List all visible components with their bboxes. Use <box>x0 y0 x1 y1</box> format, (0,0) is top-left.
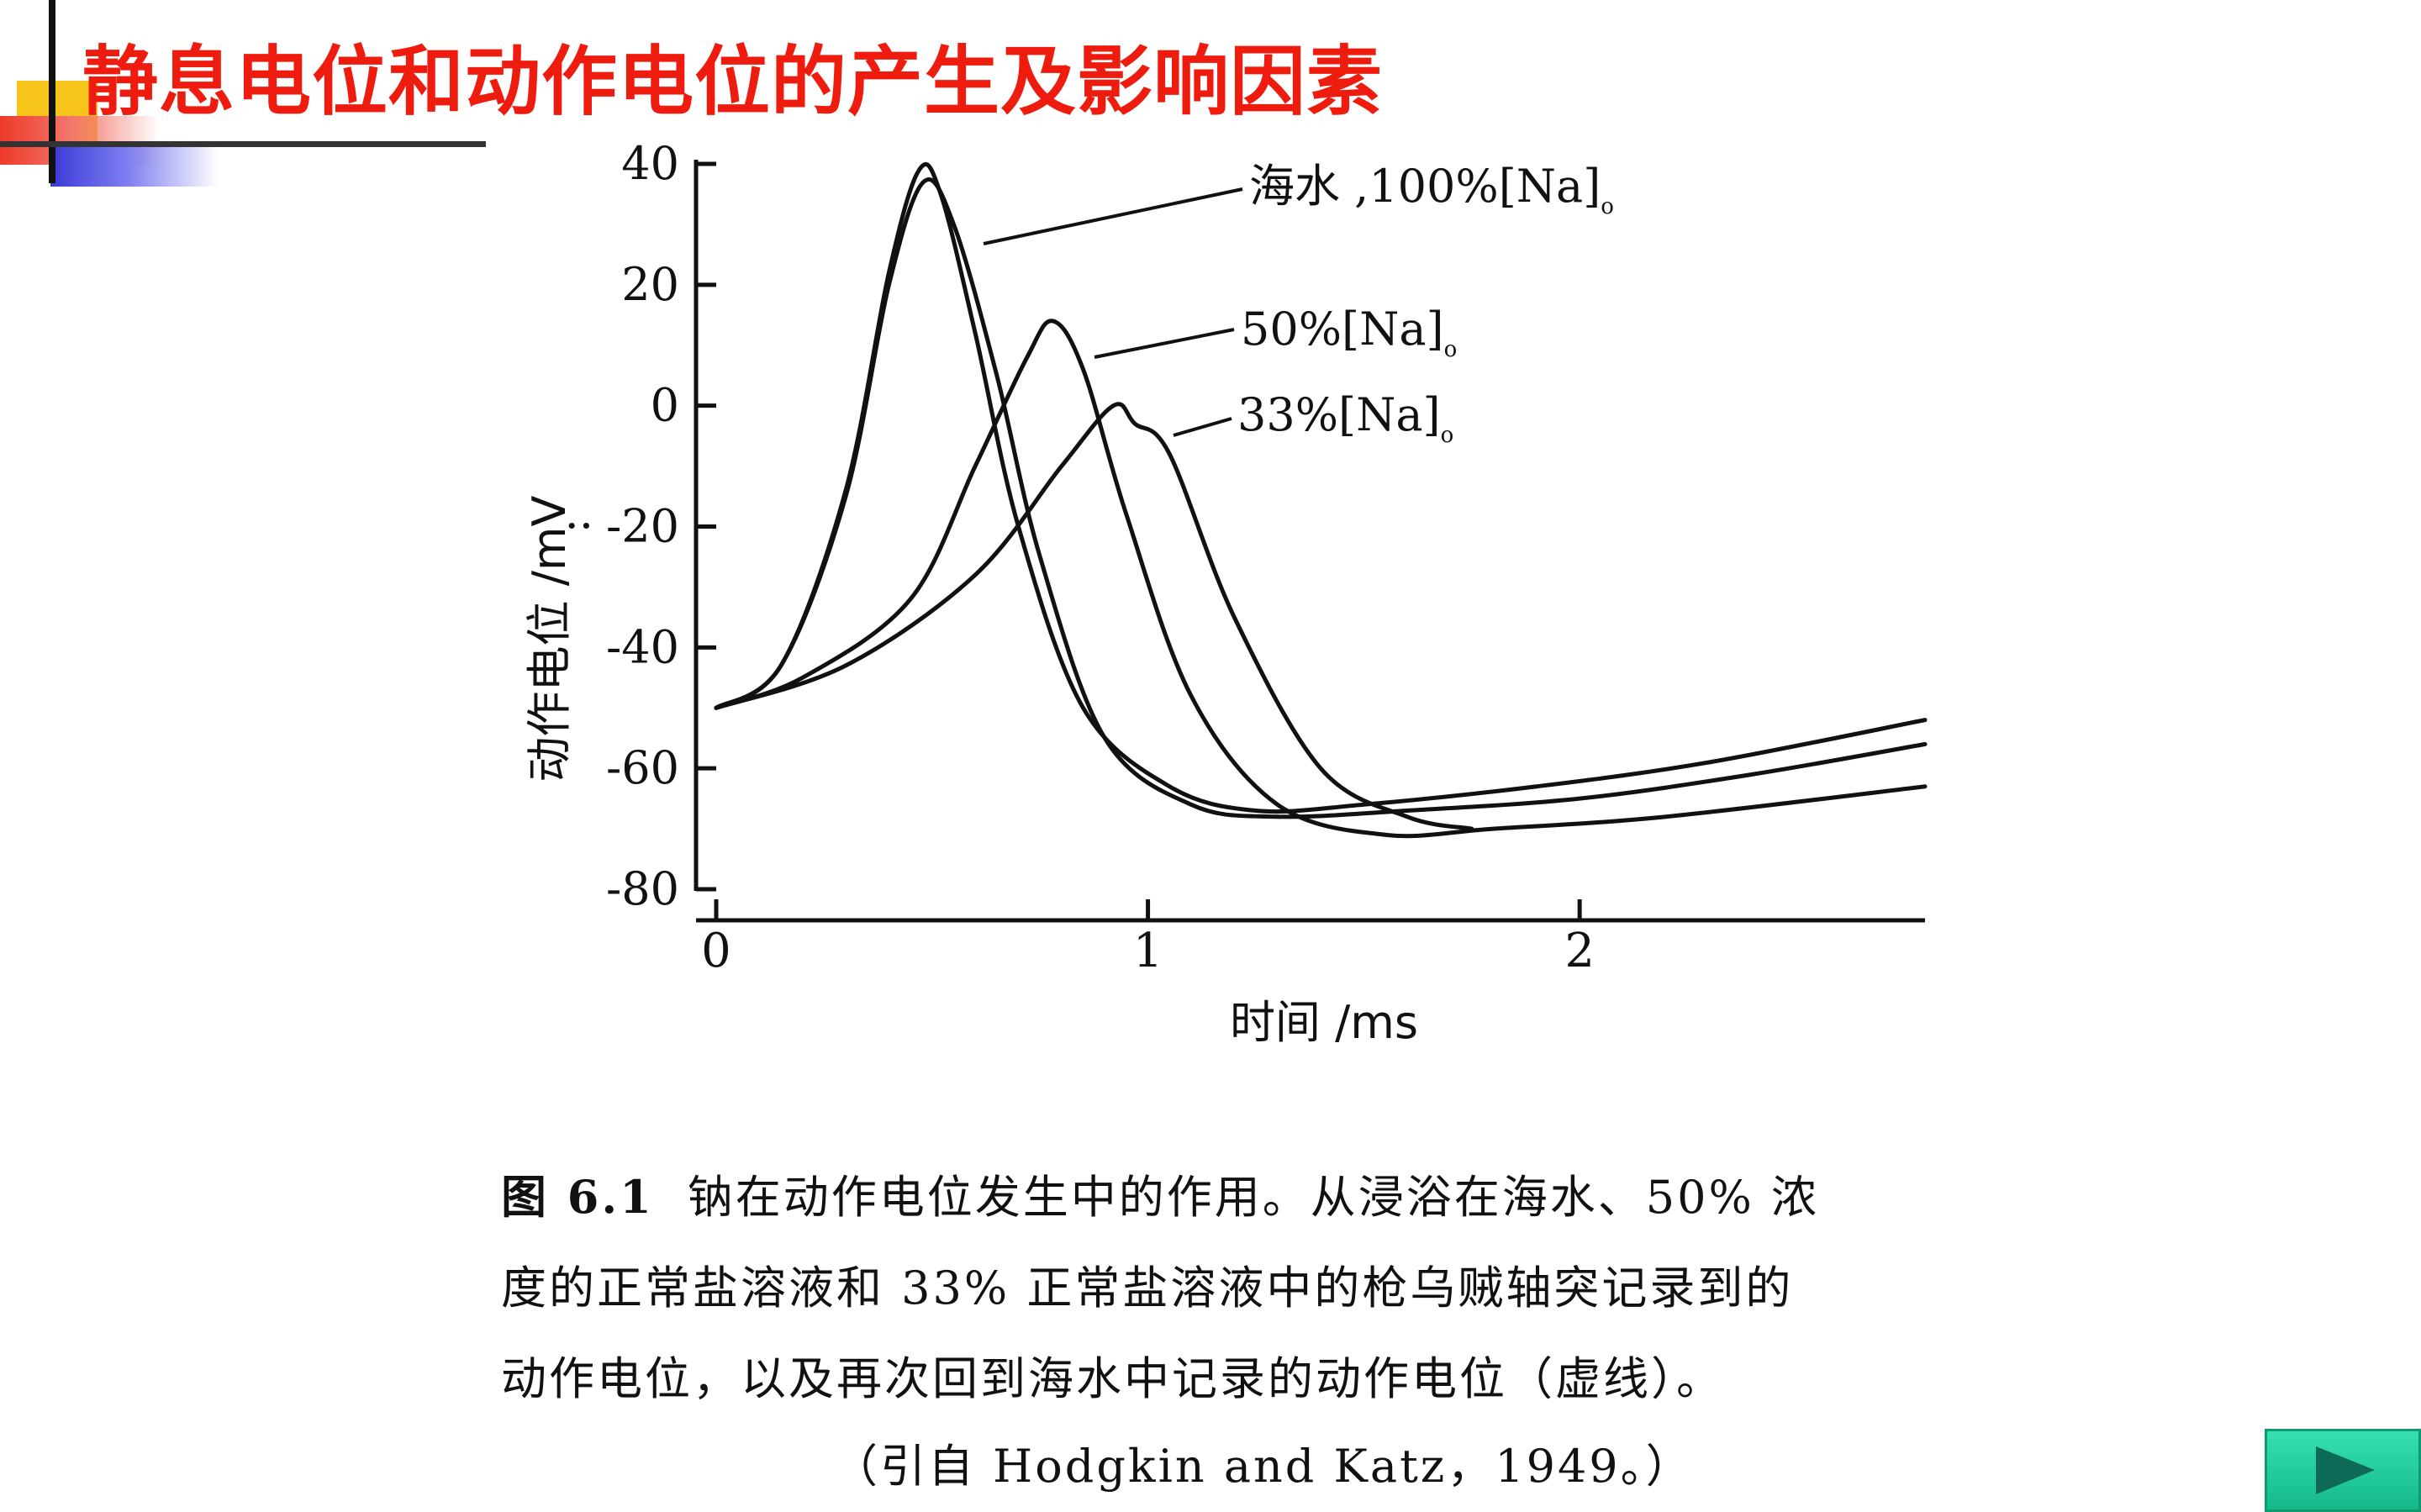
chart-axes: 时间 /ms 动作电位 /mV <box>523 160 1925 1049</box>
y-axis-title: 动作电位 /mV <box>523 495 576 782</box>
play-triangle-icon <box>2316 1446 2375 1494</box>
decor-blue-bar <box>50 141 219 187</box>
series-leader-2 <box>1094 328 1235 359</box>
y-tick-label--80: -80 <box>606 862 679 915</box>
figure-caption-line-3: 动作电位，以及再次回到海水中记录的动作电位（虚线）。 <box>501 1352 1724 1405</box>
slide-title: 静息电位和动作电位的产生及影响因素 <box>82 38 1383 126</box>
y-tick-label-40: 40 <box>621 137 679 190</box>
y-tick-label-0: 0 <box>651 379 679 432</box>
series-line-3 <box>714 402 1474 831</box>
action-potential-chart: 时间 /ms 动作电位 /mV 40 20 0 -20 -40 -60 -80 ·· 0 1 2 海水… <box>523 137 1928 1049</box>
figure-caption-source: （引自 Hodgkin and Katz，1949。） <box>832 1440 1694 1493</box>
x-tick-label-2: 2 <box>1564 924 1595 978</box>
series-label-3: 33%[Na]o <box>1237 388 1453 448</box>
decor-vertical-line <box>49 0 55 183</box>
decor-horizontal-line <box>0 141 486 147</box>
y-tick-label-20: 20 <box>621 258 679 311</box>
series-leader-3 <box>1173 417 1232 437</box>
next-slide-button[interactable] <box>2265 1429 2421 1512</box>
series-line-2 <box>714 319 1928 839</box>
series-line-0 <box>714 177 1928 819</box>
chart-series <box>714 162 1928 839</box>
x-axis-title: 时间 /ms <box>1230 996 1418 1049</box>
figure-label: 图 6.1 <box>501 1170 654 1224</box>
chart-series-labels: 海水 ,100%[Na]o 50%[Na]o 33%[Na]o <box>983 160 1614 448</box>
series-line-1 <box>714 162 1928 814</box>
x-tick-label-1: 1 <box>1133 924 1163 978</box>
chart-ticks: 40 20 0 -20 -40 -60 -80 ·· 0 1 2 <box>565 137 1595 978</box>
y-tick-label--20: -20 <box>606 500 679 553</box>
y-tick-label--60: -60 <box>606 741 679 794</box>
figure-caption-line-1: 图 6.1 钠在动作电位发生中的作用。从浸浴在海水、50% 浓 <box>501 1160 1819 1226</box>
y-tick-label--40: -40 <box>606 620 679 673</box>
figure-caption-line-2: 度的正常盐溶液和 33% 正常盐溶液中的枪乌贼轴突记录到的 <box>501 1262 1794 1314</box>
series-label-0: 海水 ,100%[Na]o <box>1249 160 1614 219</box>
caption-text-1: 钠在动作电位发生中的作用。从浸浴在海水、50% 浓 <box>687 1171 1819 1224</box>
series-leader-0 <box>983 187 1243 245</box>
y-axis-break-marker: ·· <box>565 500 593 553</box>
x-tick-label-0: 0 <box>701 924 731 978</box>
series-label-2: 50%[Na]o <box>1241 303 1457 362</box>
